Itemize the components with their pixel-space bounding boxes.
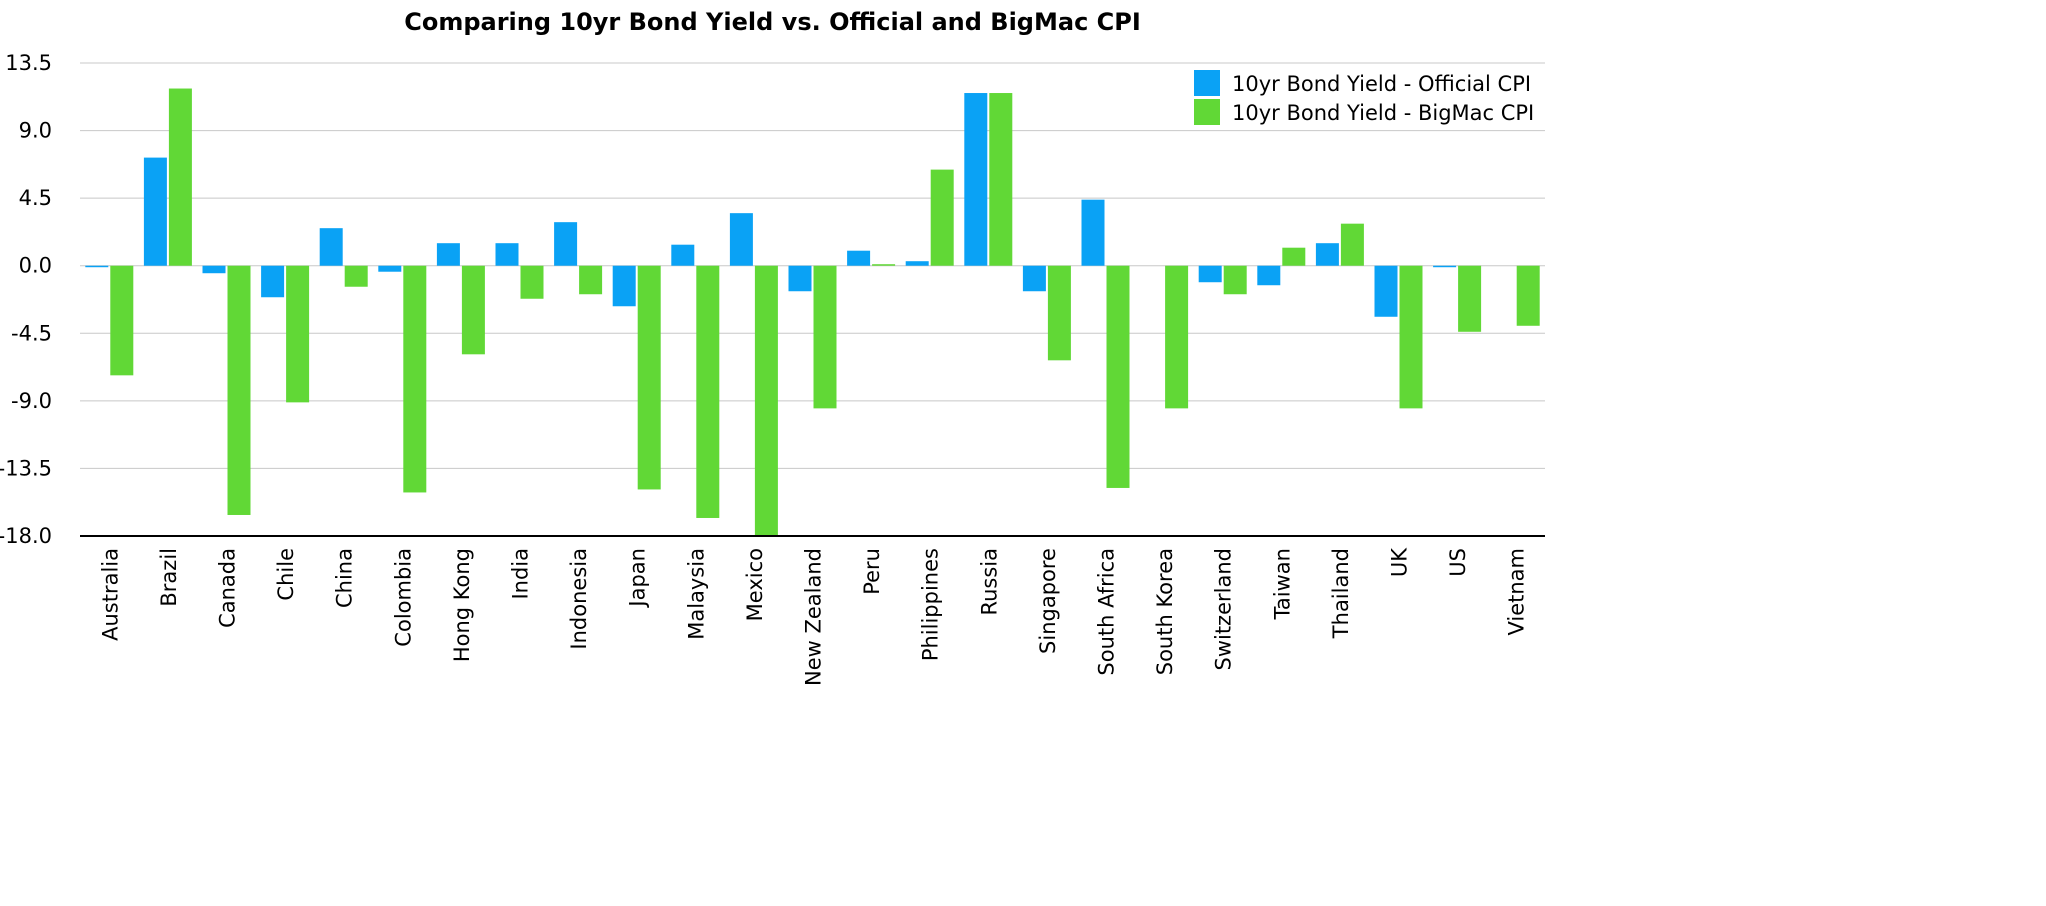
bar (286, 265, 310, 403)
y-tick-label: 0.0 (19, 254, 52, 278)
bar (671, 244, 695, 266)
bar (1458, 265, 1482, 332)
x-category-label: Colombia (391, 548, 415, 647)
bar (1081, 199, 1105, 266)
bar (847, 250, 871, 266)
x-category-label: China (333, 548, 357, 608)
x-category-label: Russia (977, 548, 1001, 616)
x-category-label: New Zealand (802, 548, 826, 686)
bar (495, 243, 519, 266)
x-category-label: Canada (216, 548, 240, 628)
bar (989, 93, 1013, 266)
bar (1257, 265, 1281, 286)
bar (1374, 265, 1398, 317)
bar (461, 265, 485, 355)
bar (1433, 265, 1457, 268)
bar (1223, 265, 1247, 295)
x-category-label: Hong Kong (450, 548, 474, 662)
y-tick-label: -18.0 (0, 524, 52, 548)
legend: 10yr Bond Yield - Official CPI 10yr Bond … (1194, 70, 1534, 125)
bar (964, 93, 988, 266)
x-category-label: Philippines (919, 548, 943, 661)
bar (261, 265, 285, 298)
x-category-label: South Korea (1153, 548, 1177, 675)
x-category-label: Taiwan (1270, 548, 1294, 620)
bar (403, 265, 427, 493)
bar (143, 157, 167, 266)
legend-swatch (1194, 70, 1220, 96)
bar (729, 213, 753, 266)
bar (1106, 265, 1130, 488)
y-tick-label: -9.0 (11, 389, 52, 413)
x-category-label: Indonesia (567, 548, 591, 650)
x-category-label: Switzerland (1212, 548, 1236, 671)
bar (227, 265, 251, 515)
y-tick-label: -4.5 (11, 321, 52, 345)
x-category-label: Chile (274, 548, 298, 601)
bar (168, 88, 192, 266)
bar (202, 265, 226, 274)
bars (85, 88, 1540, 536)
bar (1198, 265, 1222, 283)
chart-title: Comparing 10yr Bond Yield vs. Official a… (404, 8, 1141, 36)
y-axis-tick-labels: 13.5 9.0 4.5 0.0 -4.5 -9.0 -13.5 -18.0 (0, 51, 52, 548)
x-category-label: South Africa (1095, 548, 1119, 676)
x-category-label: Malaysia (684, 548, 708, 640)
legend-entry: 10yr Bond Yield - BigMac CPI (1232, 101, 1534, 125)
legend-swatch (1194, 99, 1220, 125)
bar (872, 264, 896, 266)
bar (905, 261, 929, 266)
bar (319, 228, 343, 266)
bar (612, 265, 636, 307)
bar (930, 169, 954, 266)
bar (1282, 247, 1306, 266)
bar (754, 265, 778, 536)
bar (1516, 265, 1540, 326)
bar (554, 222, 578, 266)
bar (1047, 265, 1071, 361)
bar (344, 265, 368, 287)
bar (1315, 243, 1339, 266)
y-tick-label: -13.5 (0, 456, 52, 480)
bar (813, 265, 837, 409)
x-axis-category-labels: Australia Brazil Canada Chile China Colombia H… (98, 547, 1528, 686)
y-tick-label: 9.0 (19, 119, 52, 143)
bar (1165, 265, 1189, 409)
x-category-label: Japan (626, 548, 650, 609)
bar (637, 265, 661, 490)
y-tick-label: 13.5 (5, 51, 52, 75)
bar (788, 265, 812, 292)
bar (579, 265, 603, 295)
x-category-label: UK (1388, 547, 1412, 577)
bar (436, 243, 460, 266)
x-category-label: Mexico (743, 548, 767, 621)
x-category-label: US (1446, 548, 1470, 577)
x-category-label: Australia (98, 548, 122, 641)
y-tick-label: 4.5 (19, 186, 52, 210)
bar (85, 265, 109, 268)
x-category-label: Brazil (157, 548, 181, 607)
bar (378, 265, 402, 272)
x-category-label: Peru (860, 548, 884, 595)
bar (520, 265, 544, 299)
bar (1022, 265, 1046, 292)
legend-entry: 10yr Bond Yield - Official CPI (1232, 72, 1531, 96)
bar (696, 265, 720, 518)
x-category-label: India (509, 548, 533, 600)
x-category-label: Vietnam (1505, 548, 1529, 636)
bar (110, 265, 134, 376)
bar (1340, 223, 1364, 266)
x-category-label: Thailand (1329, 548, 1353, 639)
x-category-label: Singapore (1036, 548, 1060, 654)
bar (1399, 265, 1423, 409)
